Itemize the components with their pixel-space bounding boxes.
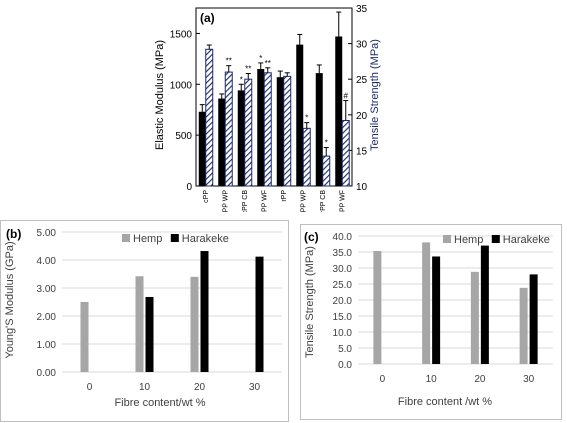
bar-elastic-modulus: [315, 73, 323, 186]
chart-a-frame: [195, 7, 353, 187]
chart-c-ylabel: Tensile Strength (MPa): [304, 246, 316, 358]
legend-label-harakeke: Harakeke: [503, 234, 550, 246]
x-tick-label: rPP WP: [300, 190, 307, 212]
x-tick-label: 0: [87, 382, 93, 393]
y2-tick-label: 20: [356, 111, 368, 122]
y-tick-label: 15.0: [333, 312, 353, 323]
significance-marker: *: [325, 139, 328, 148]
y-tick-label: 1500: [170, 29, 193, 40]
bar-harakeke: [480, 245, 489, 364]
y-tick-label: 25.0: [333, 280, 353, 291]
bar-harakeke: [200, 251, 209, 372]
bar-hemp: [190, 276, 199, 372]
y-tick-label: 4.00: [37, 256, 57, 267]
y-tick-label: 30.0: [333, 264, 353, 275]
y-tick-label: 0: [186, 182, 192, 193]
y-tick-label: 20.0: [333, 296, 353, 307]
chart-b: 0.00 1.00 2.00 3.00 4.00 5.00 0 10 20 30 Hemp Harak…: [0, 220, 289, 422]
x-tick-label: cPP WP: [222, 190, 229, 212]
chart-a-ylabel: Elastic Modulus (MPa): [154, 40, 166, 150]
bar-elastic-modulus: [218, 98, 226, 186]
y2-tick-label: 35: [356, 4, 368, 15]
legend-label-hemp: Hemp: [454, 234, 483, 246]
x-tick-label: 30: [249, 382, 261, 393]
legend-label-harakeke: Harakeke: [182, 233, 229, 245]
x-tick-label: cPP CB: [242, 190, 249, 212]
x-tick-label: rPP CB: [320, 190, 327, 212]
bar-hemp: [422, 242, 431, 364]
bar-hemp: [519, 287, 528, 364]
legend-swatch-hemp: [122, 234, 130, 242]
bar-tensile-strength: [283, 75, 292, 187]
x-tick-label: 20: [194, 382, 206, 393]
y-tick-label: 40.0: [333, 232, 353, 243]
bar-elastic-modulus: [276, 77, 284, 186]
bar-harakeke: [255, 256, 264, 372]
bar-tensile-strength: [341, 119, 350, 187]
y-tick-label: 5.0: [338, 344, 352, 355]
y2-tick-label: 30: [356, 40, 368, 51]
chart-b-xlabel: Fibre content/wt %: [114, 397, 205, 409]
bar-tensile-strength: [322, 155, 331, 187]
chart-a-y2label: Tensile Strength (MPa): [369, 39, 381, 151]
chart-b-panel-label: (b): [6, 227, 21, 241]
bar-harakeke: [145, 296, 154, 372]
legend-label-hemp: Hemp: [133, 233, 162, 245]
bar-tensile-strength: [224, 71, 233, 187]
y-tick-label: 500: [175, 131, 192, 142]
bar-hemp: [373, 251, 382, 364]
y-tick-label: 10.0: [333, 328, 353, 339]
significance-marker: *: [259, 54, 262, 63]
y-tick-label: 5.00: [37, 228, 57, 239]
y-tick-label: 0.0: [338, 360, 352, 371]
y2-tick-label: 25: [356, 75, 368, 86]
y-tick-label: 1000: [170, 80, 193, 91]
bar-hemp: [80, 302, 89, 372]
x-tick-label: cPP WF: [261, 190, 268, 212]
chart-a-panel-label: (a): [200, 11, 215, 25]
bar-tensile-strength: [302, 127, 311, 187]
x-tick-label: 0: [380, 374, 386, 385]
legend-swatch-harakeke: [170, 234, 179, 242]
significance-marker: *: [240, 75, 243, 84]
x-tick-label: rPP: [281, 190, 288, 202]
significance-marker: *: [305, 114, 308, 123]
bar-harakeke: [529, 274, 538, 364]
x-tick-label: rPP WF: [339, 190, 346, 212]
bar-harakeke: [432, 256, 441, 364]
x-tick-label: 20: [474, 374, 486, 385]
chart-c-panel-label: (c): [304, 230, 319, 244]
y-tick-label: 2.00: [37, 312, 57, 323]
y-tick-label: 35.0: [333, 248, 353, 259]
y2-tick-label: 15: [356, 146, 368, 157]
bar-tensile-strength: [244, 78, 253, 187]
bar-elastic-modulus: [237, 90, 245, 186]
y2-tick-label: 10: [356, 182, 368, 193]
bar-hemp: [470, 271, 479, 364]
x-tick-label: 10: [426, 374, 438, 385]
x-tick-label: 30: [523, 374, 535, 385]
bar-elastic-modulus: [296, 44, 304, 186]
bar-hemp: [135, 276, 144, 372]
significance-marker: #: [344, 92, 349, 101]
legend-swatch-hemp: [443, 235, 451, 243]
bar-tensile-strength: [263, 72, 272, 187]
bar-elastic-modulus: [335, 36, 343, 187]
bar-elastic-modulus: [198, 111, 206, 186]
chart-c-xlabel: Fibre content /wt %: [398, 396, 492, 408]
chart-c: 0.0 5.0 10.0 15.0 20.0 25.0 30.0 35.0 40.0 0 10 20 3…: [300, 224, 562, 420]
y-tick-label: 1.00: [37, 340, 57, 351]
bar-elastic-modulus: [257, 69, 265, 186]
x-tick-label: cPP: [203, 190, 210, 203]
legend-swatch-harakeke: [491, 235, 500, 243]
y-tick-label: 0.00: [37, 368, 57, 379]
chart-b-ylabel: Young'S Modulus (GPa): [4, 241, 16, 358]
significance-marker: **: [245, 65, 251, 74]
significance-marker: **: [265, 59, 271, 68]
x-tick-label: 10: [139, 382, 151, 393]
significance-marker: **: [226, 57, 232, 66]
y-tick-label: 3.00: [37, 284, 57, 295]
bar-tensile-strength: [205, 48, 214, 187]
